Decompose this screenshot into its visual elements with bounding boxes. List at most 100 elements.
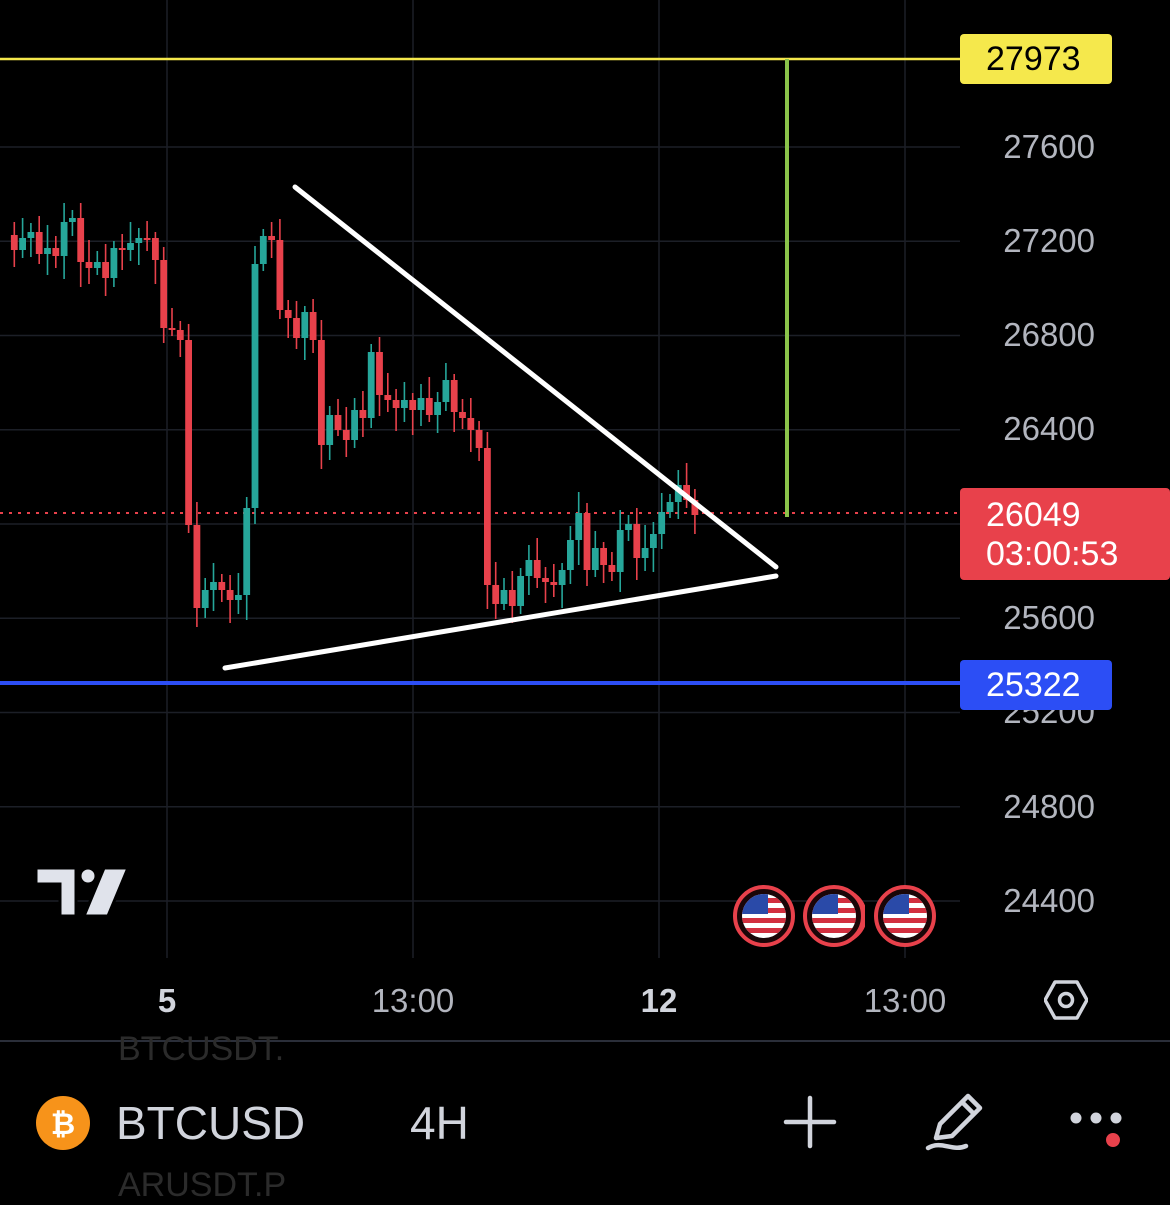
candle-body [185, 340, 192, 525]
candle-body [625, 524, 632, 530]
bar-countdown: 03:00:53 [986, 535, 1119, 573]
plus-icon[interactable] [782, 1094, 838, 1150]
candle-body [666, 502, 674, 512]
us-economic-event-icon[interactable] [874, 885, 936, 947]
time-axis-label: 12 [640, 982, 678, 1019]
candle-body [60, 222, 68, 256]
candle-body [542, 578, 549, 582]
time-axis-label: 13:00 [371, 982, 455, 1019]
candle-body [376, 352, 383, 395]
candle-body [259, 236, 267, 264]
candle-body [135, 238, 143, 243]
candle-body [10, 235, 18, 250]
candle-body [235, 595, 242, 600]
candle-body [69, 218, 76, 222]
candle-body [475, 430, 483, 448]
candlesticks [10, 203, 699, 627]
chart-grid [0, 0, 960, 958]
candle-body [168, 328, 176, 330]
candle-body [691, 500, 699, 515]
watchlist-ghost-symbol: BTCUSDT. [118, 1030, 285, 1068]
price-axis-label: 27200 [1003, 222, 1095, 259]
candle-body [342, 430, 350, 440]
chart-settings-icon[interactable] [1044, 978, 1088, 1022]
candle-body [550, 582, 558, 585]
candle-body [334, 415, 342, 430]
candle-body [600, 548, 607, 565]
candle-body [674, 485, 682, 502]
candle-body [143, 238, 151, 240]
candle-body [583, 513, 591, 570]
candle-body [19, 238, 26, 250]
price-axis-label: 26400 [1003, 410, 1095, 447]
candle-body [616, 530, 624, 572]
candle-body [517, 576, 524, 606]
more-dots-icon[interactable] [1066, 1102, 1132, 1152]
trendline-drawings [222, 59, 789, 671]
low-price-tag: 25322 [960, 660, 1112, 710]
candle-body [608, 565, 616, 572]
symbol-selector[interactable]: BTCUSD [116, 1097, 306, 1149]
candle-body [683, 485, 690, 500]
candle-body [633, 524, 641, 558]
candle-body [268, 236, 275, 240]
candle-body [218, 582, 226, 590]
candle-body [367, 352, 375, 418]
candle-body [85, 262, 93, 268]
pencil-icon[interactable] [922, 1086, 990, 1154]
candle-body [210, 582, 217, 590]
candle-body [27, 232, 35, 238]
high-price-tag: 27973 [960, 34, 1112, 84]
candle-body [417, 398, 425, 410]
candle-body [284, 310, 292, 318]
candle-body [359, 410, 367, 418]
candle-body [35, 232, 43, 254]
price-level-lines [0, 57, 960, 685]
candle-body [658, 512, 666, 534]
candle-body [293, 318, 300, 338]
candle-body [110, 248, 118, 278]
candle-body [567, 540, 574, 570]
candle-body [102, 262, 109, 278]
current-price: 26049 [986, 496, 1081, 534]
candle-body [392, 400, 400, 408]
candle-body [650, 534, 657, 548]
candle-body [118, 248, 126, 250]
us-economic-event-icon[interactable] [803, 885, 865, 947]
svg-text:₿: ₿ [51, 1107, 75, 1142]
candle-body [127, 243, 134, 250]
candle-body [309, 312, 317, 340]
candle-body [318, 340, 325, 445]
tradingview-logo [34, 866, 131, 918]
candle-body [425, 398, 433, 415]
candle-body [533, 560, 541, 578]
candle-body [459, 412, 466, 418]
price-chart[interactable] [0, 0, 1170, 1040]
candle-body [301, 312, 309, 338]
candle-body [351, 410, 358, 440]
price-axis-label: 25600 [1003, 599, 1095, 636]
upper-trendline [292, 184, 779, 570]
interval-selector[interactable]: 4H [410, 1097, 469, 1149]
bottom-toolbar: BTCUSDT. ₿ BTCUSD 4H ARUSDT.P [0, 1030, 1170, 1204]
candle-body [508, 590, 516, 606]
candle-body [44, 248, 51, 254]
candle-body [152, 238, 159, 260]
candle-body [525, 560, 533, 576]
candle-body [484, 448, 491, 585]
candle-body [226, 590, 234, 600]
candle-body [434, 402, 441, 415]
candle-body [77, 218, 85, 262]
bitcoin-icon[interactable]: ₿ [36, 1096, 90, 1150]
time-axis-label: 5 [157, 982, 177, 1019]
price-axis-label: 26800 [1003, 316, 1095, 353]
candle-body [276, 240, 284, 310]
price-axis-label: 24400 [1003, 882, 1095, 919]
candle-body [193, 525, 201, 608]
watchlist-ghost-symbol: ARUSDT.P [118, 1166, 287, 1204]
candle-body [384, 395, 392, 400]
candle-body [467, 418, 475, 430]
candle-body [201, 590, 209, 608]
us-economic-event-icon[interactable] [733, 885, 795, 947]
candle-body [409, 400, 417, 410]
